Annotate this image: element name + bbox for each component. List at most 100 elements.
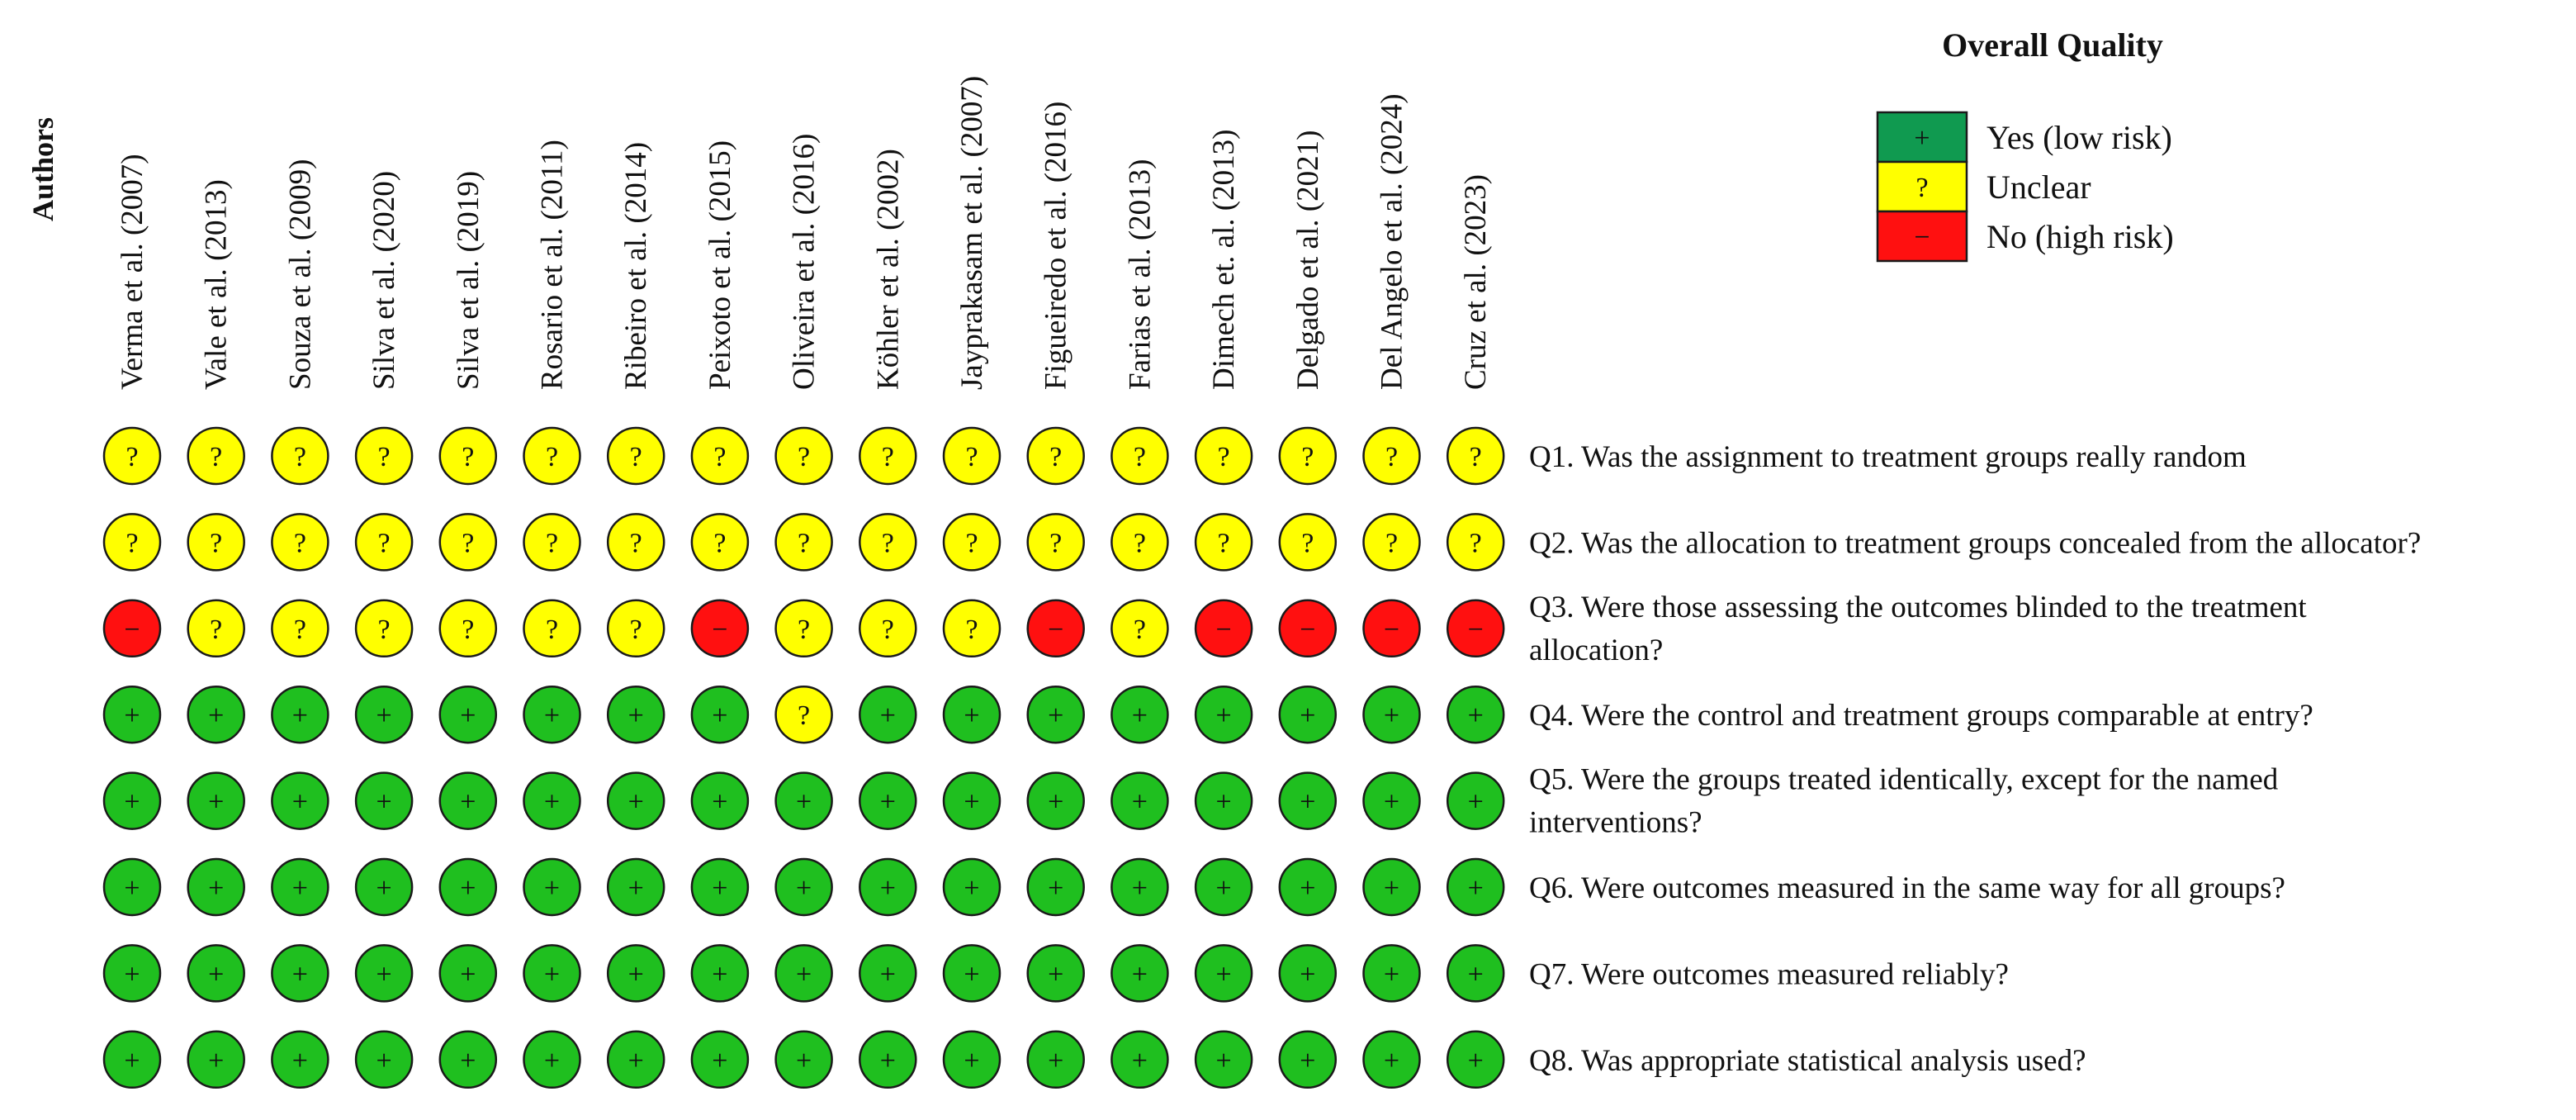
rating-unclear-marker bbox=[354, 513, 414, 572]
rating-symbol: ? bbox=[462, 528, 474, 558]
rating-symbol: + bbox=[1132, 700, 1148, 731]
rating-low-marker bbox=[1278, 685, 1338, 744]
rating-cell: + bbox=[187, 857, 245, 917]
rating-symbol: + bbox=[1216, 787, 1232, 818]
rating-symbol: ? bbox=[378, 442, 391, 472]
rating-cell: + bbox=[1026, 685, 1085, 744]
rating-symbol: + bbox=[1048, 959, 1063, 989]
rating-high-marker bbox=[1194, 599, 1253, 658]
rating-symbol: ? bbox=[965, 615, 978, 645]
rating-symbol: + bbox=[712, 700, 727, 731]
rating-unclear-marker bbox=[187, 426, 245, 486]
rating-symbol: + bbox=[964, 787, 979, 818]
rating-low-marker bbox=[187, 1030, 245, 1089]
legend: Overall Quality + Yes (low risk)? Unclear −… bbox=[1876, 26, 2174, 263]
rating-symbol: + bbox=[628, 1046, 644, 1076]
author-label: Dimech et. al. (2013) bbox=[1207, 130, 1241, 390]
rating-low-marker bbox=[1110, 771, 1169, 830]
legend-swatch bbox=[1876, 160, 1968, 213]
rating-symbol: ? bbox=[1385, 442, 1398, 472]
author-labels: Verma et al. (2007) Vale et al. (2013) Sou… bbox=[116, 76, 1493, 390]
rating-symbol: + bbox=[1216, 1046, 1232, 1076]
rating-unclear-marker bbox=[438, 599, 498, 658]
rating-cell: ? bbox=[1278, 426, 1338, 486]
rating-symbol: ? bbox=[210, 615, 222, 645]
rating-unclear-marker bbox=[438, 426, 498, 486]
rating-symbol: ? bbox=[798, 442, 810, 472]
rating-cell: + bbox=[1446, 685, 1505, 744]
rating-low-marker bbox=[942, 685, 1002, 744]
rating-symbol: + bbox=[1132, 787, 1148, 818]
rating-low-marker bbox=[1278, 944, 1338, 1003]
rating-unclear-marker bbox=[942, 599, 1002, 658]
rating-symbol: + bbox=[712, 787, 727, 818]
rating-low-marker bbox=[942, 771, 1002, 830]
author-label: Silva et al. (2019) bbox=[452, 171, 485, 390]
rating-symbol: ? bbox=[882, 442, 894, 472]
rating-cell: ? bbox=[187, 599, 245, 658]
rating-symbol: + bbox=[628, 873, 644, 904]
rating-unclear-marker bbox=[774, 685, 833, 744]
question-label: interventions? bbox=[1529, 806, 1702, 840]
rating-low-marker bbox=[1194, 857, 1253, 917]
rating-symbol: + bbox=[796, 787, 812, 818]
rating-unclear-marker bbox=[523, 513, 581, 572]
rating-low-marker bbox=[1026, 1030, 1085, 1089]
rating-unclear-marker bbox=[523, 426, 581, 486]
rating-cell: ? bbox=[102, 513, 162, 572]
rating-unclear-marker bbox=[774, 426, 833, 486]
rating-unclear-marker bbox=[1194, 513, 1253, 572]
rating-symbol: ? bbox=[546, 615, 558, 645]
author-label: Rosario et al. (2011) bbox=[536, 140, 570, 390]
rating-cell: ? bbox=[354, 513, 414, 572]
legend-swatch bbox=[1876, 210, 1968, 263]
rating-cell: ? bbox=[438, 513, 498, 572]
rating-cell: + bbox=[1026, 771, 1085, 830]
rating-symbol: ? bbox=[210, 442, 222, 472]
rating-unclear-marker bbox=[690, 426, 750, 486]
rating-cell: + bbox=[1026, 944, 1085, 1003]
rating-symbol: + bbox=[1216, 700, 1232, 731]
rating-low-marker bbox=[354, 685, 414, 744]
rating-unclear-marker bbox=[1194, 426, 1253, 486]
rating-cell: + bbox=[859, 944, 917, 1003]
rating-symbol: + bbox=[1300, 873, 1315, 904]
rating-symbol: + bbox=[292, 787, 308, 818]
rating-low-marker bbox=[859, 944, 917, 1003]
rating-low-marker bbox=[187, 685, 245, 744]
question-label: Q1. Was the assignment to treatment grou… bbox=[1529, 440, 2247, 474]
rating-symbol: ? bbox=[1134, 442, 1146, 472]
rating-cell: ? bbox=[271, 426, 329, 486]
rating-cell: + bbox=[1446, 1030, 1505, 1089]
rating-low-marker bbox=[1278, 857, 1338, 917]
rating-cell: ? bbox=[942, 599, 1002, 658]
rating-cell: + bbox=[774, 944, 833, 1003]
rating-symbol: + bbox=[712, 959, 727, 989]
author-label: Jayprakasam et al. (2007) bbox=[955, 76, 989, 390]
rating-symbol: + bbox=[1300, 1046, 1315, 1076]
rating-cell: + bbox=[523, 771, 581, 830]
rating-cell: + bbox=[354, 944, 414, 1003]
rating-symbol: − bbox=[1216, 615, 1232, 645]
rating-cell: + bbox=[859, 857, 917, 917]
rating-cell: ? bbox=[690, 513, 750, 572]
rating-low-marker bbox=[187, 857, 245, 917]
rating-low-marker bbox=[1110, 944, 1169, 1003]
rating-symbol: ? bbox=[546, 442, 558, 472]
author-label: Peixoto et al. (2015) bbox=[703, 140, 737, 390]
rating-symbol: + bbox=[1468, 959, 1484, 989]
rating-cell: ? bbox=[1362, 426, 1421, 486]
rating-symbol: − bbox=[1048, 615, 1063, 645]
rating-low-marker bbox=[523, 771, 581, 830]
rating-cell: ? bbox=[774, 599, 833, 658]
rating-cell: + bbox=[1026, 1030, 1085, 1089]
rating-cell: + bbox=[1110, 1030, 1169, 1089]
rating-low-marker bbox=[774, 944, 833, 1003]
question-label: Q2. Was the allocation to treatment grou… bbox=[1529, 526, 2421, 560]
rating-symbol: + bbox=[292, 959, 308, 989]
rating-cell: + bbox=[1362, 685, 1421, 744]
rating-low-marker bbox=[271, 1030, 329, 1089]
rating-low-marker bbox=[1362, 857, 1421, 917]
rating-symbol: + bbox=[1132, 1046, 1148, 1076]
rating-symbol: + bbox=[544, 700, 560, 731]
